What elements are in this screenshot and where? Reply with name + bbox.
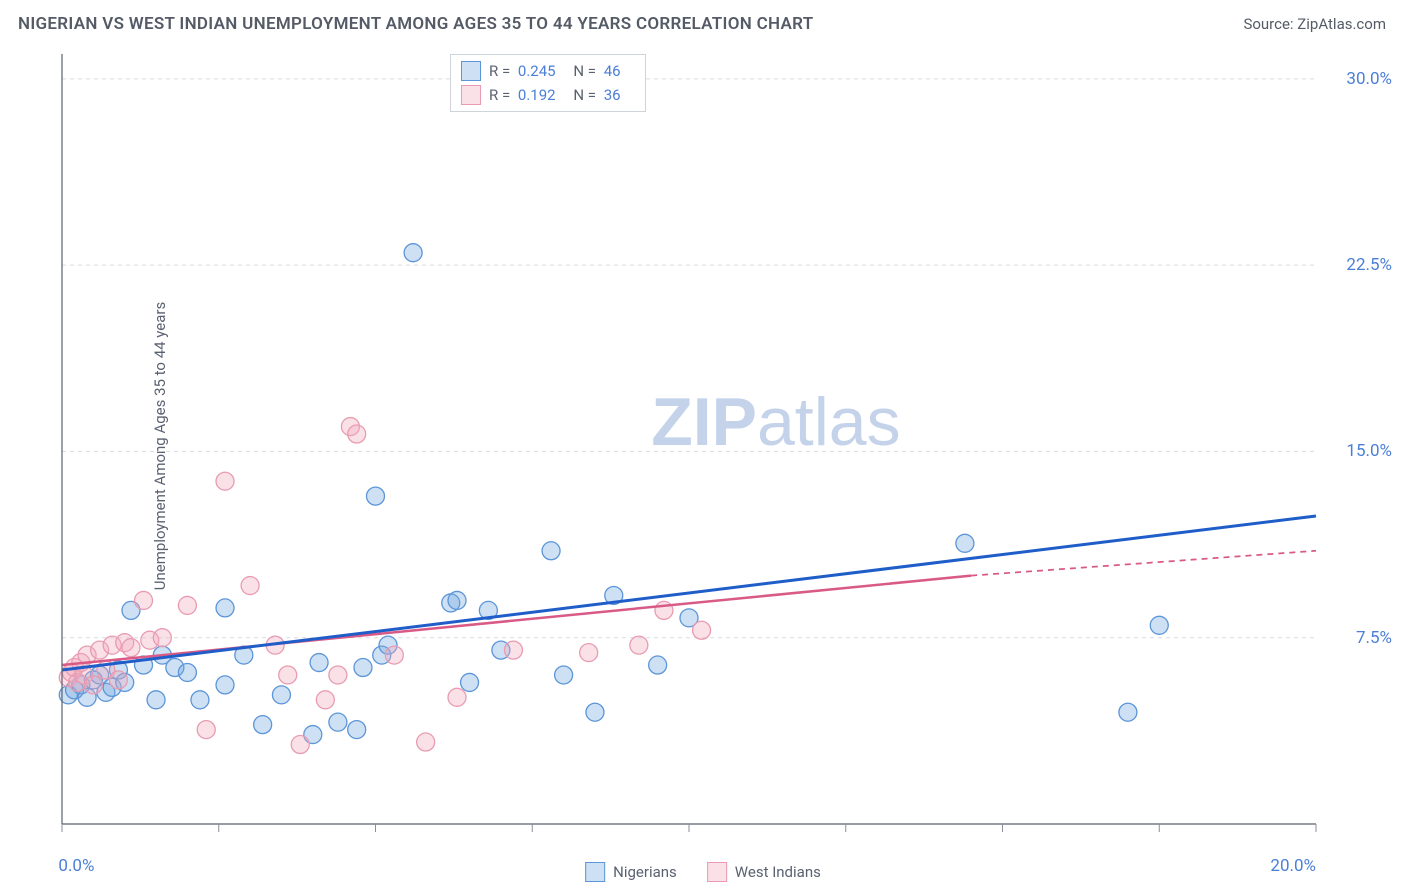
- legend-row: R = 0.245 N = 46: [461, 59, 635, 83]
- series-legend-item: Nigerians: [585, 862, 677, 882]
- chart-title: NIGERIAN VS WEST INDIAN UNEMPLOYMENT AMO…: [18, 14, 813, 34]
- series-legend-label: Nigerians: [613, 863, 677, 881]
- series-legend-item: West Indians: [707, 862, 821, 882]
- series-legend: Nigerians West Indians: [585, 862, 821, 882]
- chart-area: Unemployment Among Ages 35 to 44 years Z…: [48, 48, 1396, 844]
- legend-row: R = 0.192 N = 36: [461, 83, 635, 107]
- y-tick-label: 15.0%: [1346, 441, 1392, 461]
- legend-swatch: [585, 862, 605, 882]
- y-axis-tick-labels: 15.0% 30.0% 7.5% 22.5%: [1332, 48, 1392, 844]
- y-tick-label: 22.5%: [1346, 255, 1392, 275]
- x-tick-label: 0.0%: [58, 856, 94, 876]
- legend-swatch: [461, 61, 481, 81]
- y-tick-label: 7.5%: [1356, 628, 1392, 648]
- legend-swatch: [461, 85, 481, 105]
- legend-stats: R = 0.245 N = 46: [489, 62, 635, 80]
- legend-stats: R = 0.192 N = 36: [489, 86, 635, 104]
- legend-swatch: [707, 862, 727, 882]
- series-legend-label: West Indians: [735, 863, 821, 881]
- scatter-plot: [48, 48, 1396, 844]
- source-label: Source:: [1243, 15, 1297, 33]
- x-tick-label: 20.0%: [1270, 856, 1316, 876]
- y-tick-label: 30.0%: [1346, 69, 1392, 89]
- source-link[interactable]: ZipAtlas.com: [1297, 15, 1386, 33]
- correlation-legend: R = 0.245 N = 46 R = 0.192 N = 36: [450, 54, 646, 112]
- source-attribution: Source: ZipAtlas.com: [1243, 15, 1386, 33]
